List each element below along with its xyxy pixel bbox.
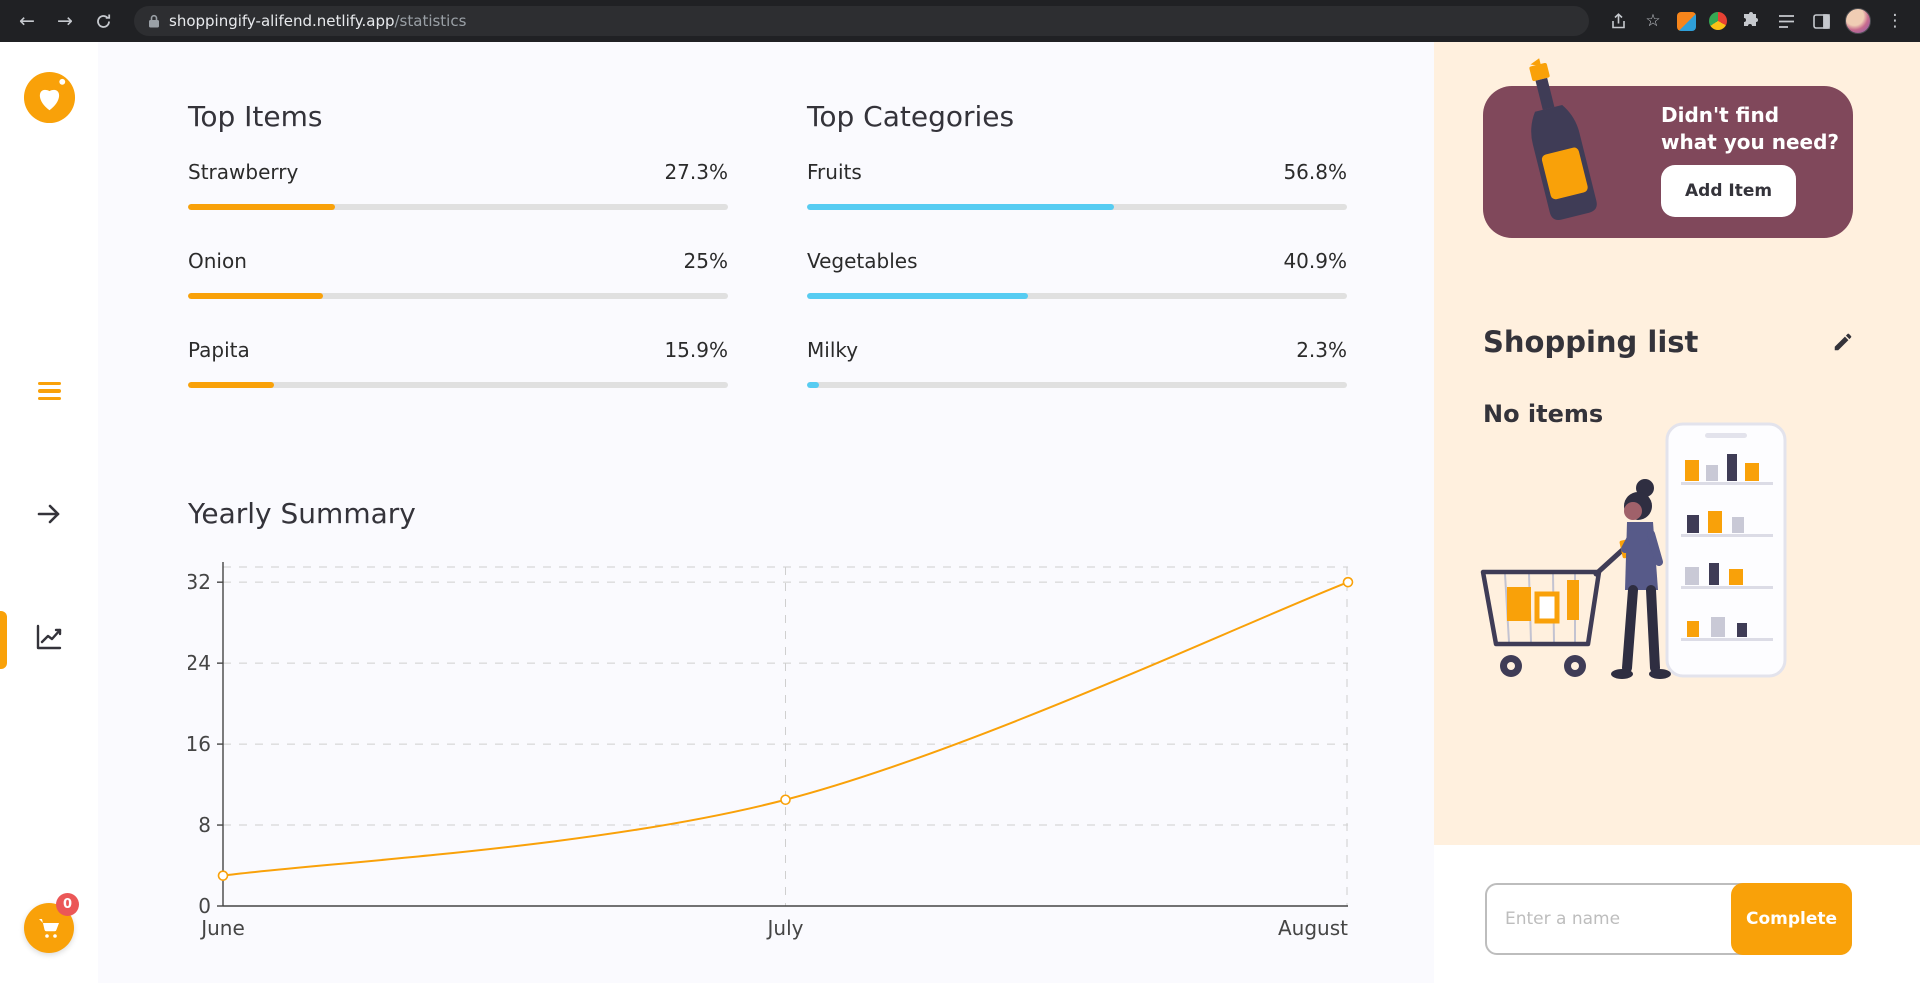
yearly-summary-title: Yearly Summary bbox=[188, 496, 416, 530]
category-value: 2.3% bbox=[1296, 337, 1347, 362]
cart-count-badge: 0 bbox=[56, 893, 79, 916]
app-logo[interactable] bbox=[0, 70, 98, 125]
shopping-list-panel: Didn't find what you need? Add Item Shop… bbox=[1434, 42, 1920, 983]
edit-pencil-icon bbox=[1834, 333, 1852, 351]
share-icon[interactable] bbox=[1607, 10, 1629, 32]
item-value: 25% bbox=[683, 248, 728, 273]
empty-list-message: No items bbox=[1483, 400, 1604, 428]
item-value: 15.9% bbox=[664, 337, 728, 362]
reading-list-icon[interactable] bbox=[1775, 10, 1797, 32]
lock-icon bbox=[148, 14, 160, 28]
progress-track bbox=[807, 381, 1347, 388]
yearly-summary-section: Yearly Summary 0 8 16 24 32 June July August bbox=[186, 496, 1434, 954]
puzzle-icon[interactable] bbox=[1740, 10, 1762, 32]
browser-toolbar: ← → shoppingify-alifend.netlify.app/stat… bbox=[0, 0, 1920, 42]
item-label: Onion bbox=[188, 248, 247, 273]
forward-icon[interactable]: → bbox=[57, 10, 73, 32]
progress-fill bbox=[188, 203, 336, 210]
yearly-summary-chart: 0 8 16 24 32 June July August bbox=[186, 562, 1354, 940]
bookmark-star-icon[interactable]: ☆ bbox=[1645, 11, 1661, 31]
progress-track bbox=[188, 381, 728, 388]
top-items-title: Top Items bbox=[188, 100, 323, 133]
side-panel-icon[interactable] bbox=[1810, 10, 1832, 32]
svg-text:8: 8 bbox=[198, 813, 211, 837]
left-sidebar: 0 bbox=[0, 42, 98, 983]
svg-text:16: 16 bbox=[188, 732, 211, 756]
active-nav-indicator bbox=[0, 611, 7, 669]
stat-row: Onion 25% bbox=[188, 249, 728, 299]
category-value: 56.8% bbox=[1283, 159, 1347, 184]
shopping-cart-illustration bbox=[1475, 422, 1790, 696]
url-text: shoppingify-alifend.netlify.app/statisti… bbox=[169, 12, 467, 30]
back-icon[interactable]: ← bbox=[19, 10, 35, 32]
category-label: Milky bbox=[807, 337, 859, 362]
progress-track bbox=[188, 203, 728, 210]
stat-row: Papita 15.9% bbox=[188, 338, 728, 388]
item-label: Strawberry bbox=[188, 159, 299, 184]
arrow-right-icon[interactable] bbox=[0, 500, 98, 528]
progress-fill bbox=[188, 381, 274, 388]
progress-fill bbox=[807, 203, 1114, 210]
progress-fill bbox=[188, 292, 323, 299]
progress-track bbox=[807, 292, 1347, 299]
menu-icon[interactable] bbox=[0, 378, 98, 404]
progress-fill bbox=[807, 292, 1028, 299]
svg-text:32: 32 bbox=[188, 570, 211, 594]
bottle-illustration bbox=[1499, 56, 1619, 235]
profile-avatar[interactable] bbox=[1845, 8, 1871, 34]
top-categories-section: Top Categories Fruits 56.8% Vegetables 4… bbox=[807, 100, 1347, 427]
progress-track bbox=[807, 203, 1347, 210]
stat-row: Fruits 56.8% bbox=[807, 160, 1347, 210]
add-item-button[interactable]: Add Item bbox=[1661, 165, 1797, 217]
complete-button[interactable]: Complete bbox=[1731, 883, 1852, 955]
shopping-list-title: Shopping list bbox=[1483, 325, 1699, 359]
svg-text:24: 24 bbox=[188, 651, 211, 675]
cart-icon bbox=[39, 919, 59, 938]
item-label: Papita bbox=[188, 337, 250, 362]
edit-list-button[interactable] bbox=[1830, 329, 1856, 355]
promo-text: Didn't find what you need? bbox=[1661, 103, 1839, 154]
url-bar[interactable]: shoppingify-alifend.netlify.app/statisti… bbox=[134, 6, 1589, 36]
top-categories-title: Top Categories bbox=[807, 100, 1015, 133]
category-label: Vegetables bbox=[807, 248, 918, 273]
extension-icon-orange[interactable] bbox=[1677, 11, 1696, 31]
progress-track bbox=[188, 292, 728, 299]
svg-text:June: June bbox=[199, 916, 245, 940]
list-footer: Complete bbox=[1434, 845, 1920, 983]
stat-row: Vegetables 40.9% bbox=[807, 249, 1347, 299]
progress-fill bbox=[807, 381, 820, 388]
svg-text:0: 0 bbox=[198, 894, 211, 918]
extension-icon-color[interactable] bbox=[1709, 12, 1727, 30]
svg-text:July: July bbox=[766, 916, 804, 940]
category-value: 40.9% bbox=[1283, 248, 1347, 273]
stat-row: Milky 2.3% bbox=[807, 338, 1347, 388]
add-item-promo-card: Didn't find what you need? Add Item bbox=[1483, 58, 1853, 238]
chart-icon[interactable] bbox=[0, 622, 98, 652]
statistics-page: Top Items Strawberry 27.3% Onion 25% Pap… bbox=[98, 42, 1434, 983]
category-label: Fruits bbox=[807, 159, 862, 184]
top-items-section: Top Items Strawberry 27.3% Onion 25% Pap… bbox=[188, 100, 728, 427]
stat-row: Strawberry 27.3% bbox=[188, 160, 728, 210]
reload-icon[interactable] bbox=[86, 4, 120, 38]
menu-kebab-icon[interactable]: ⋮ bbox=[1886, 11, 1904, 31]
item-value: 27.3% bbox=[664, 159, 728, 184]
svg-text:August: August bbox=[1278, 916, 1348, 940]
